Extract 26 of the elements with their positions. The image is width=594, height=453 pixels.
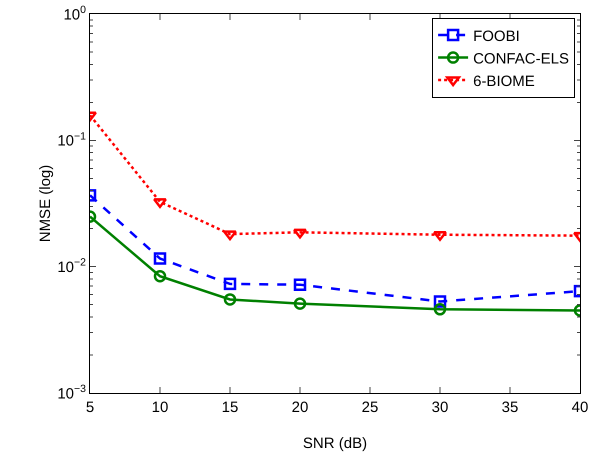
x-tick-label: 40 [572,399,588,416]
point [154,270,166,282]
point [224,293,236,306]
y-tick-label: 10$^{0}$ [63,4,86,24]
x-tick-label: 25 [362,399,378,416]
y-tick-label: 10$^{−3}$ [57,382,86,402]
point [294,278,306,291]
x-tick-label: 20 [292,399,308,416]
y-tick-label: 10$^{−1}$ [57,130,86,150]
legend-label: CONFAC-ELS [473,50,569,68]
x-tick-label: 35 [502,399,518,416]
x-tick-label: 5 [86,399,94,416]
y-axis-title: NMSE (log) [37,164,54,242]
legend-label: FOOBI [473,28,520,45]
y-tick-label: 10$^{−2}$ [57,256,86,276]
x-axis-title: SNR (dB) [302,435,368,452]
x-tick-label: 10 [152,399,168,416]
point [224,278,236,290]
point [152,198,168,208]
x-tick-label: 30 [432,399,448,416]
point [294,297,306,310]
point [292,228,308,239]
point [222,230,238,240]
legend-label: 6-BIOME [473,72,535,90]
x-tick-label: 15 [222,399,238,416]
point [154,252,166,265]
